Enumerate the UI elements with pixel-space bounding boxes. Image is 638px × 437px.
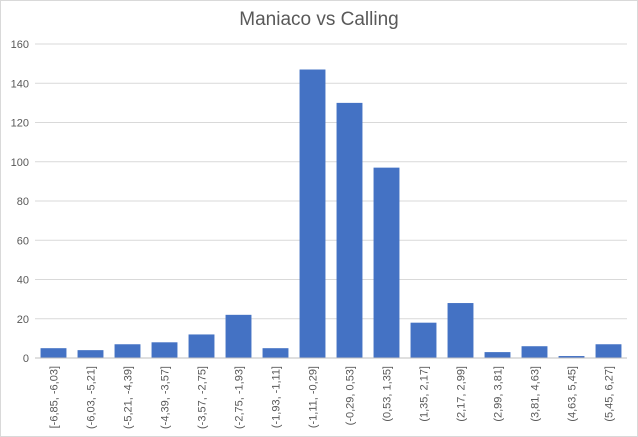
bar [225,314,252,358]
y-tick-label: 120 [11,118,29,130]
y-tick-label: 80 [17,196,29,208]
x-tick-label: (2,99, 3,81] [493,366,505,422]
bar [40,348,67,358]
bar [558,356,585,358]
bar [151,342,178,358]
y-tick-label: 0 [23,353,29,365]
x-tick-label: (-1,11, -0,29] [308,366,320,428]
x-tick-label: (-1,93, -1,11] [271,366,283,428]
x-tick-label: (1,35, 2,17] [419,366,431,422]
bar [521,346,548,358]
bar [410,322,437,358]
bar [114,344,141,358]
x-tick-label: (-0,29, 0,53] [345,366,357,425]
x-tick-label: [-6,85, -6,03] [49,366,61,428]
x-tick-label: (3,81, 4,63] [530,366,542,422]
bar [447,303,474,358]
bar [299,69,326,358]
x-tick-label: (5,45, 6,27] [604,366,616,422]
bar [595,344,622,358]
x-tick-label: (-5,21, -4,39] [123,366,135,429]
bar [188,334,215,358]
bar [336,102,363,358]
x-tick-label: (-2,75, -1,93] [234,366,246,429]
x-tick-label: (-3,57, -2,75] [197,366,209,429]
y-tick-label: 20 [17,314,29,326]
y-tick-label: 40 [17,275,29,287]
x-tick-label: (-4,39, -3,57] [160,366,172,429]
bar [77,350,104,358]
y-tick-label: 140 [11,78,29,90]
x-tick-label: (0,53, 1,35] [382,366,394,422]
chart-title: Maniaco vs Calling [239,9,399,30]
bar [262,348,289,358]
x-tick-label: (2,17, 2,99] [456,366,468,422]
y-tick-label: 100 [11,157,29,169]
bar [484,352,511,358]
x-tick-label: (-6,03, -5,21] [86,366,98,429]
bar [373,167,400,358]
x-tick-label: (4,63, 5,45] [567,366,579,422]
y-tick-label: 60 [17,235,29,247]
y-tick-label: 160 [11,39,29,51]
